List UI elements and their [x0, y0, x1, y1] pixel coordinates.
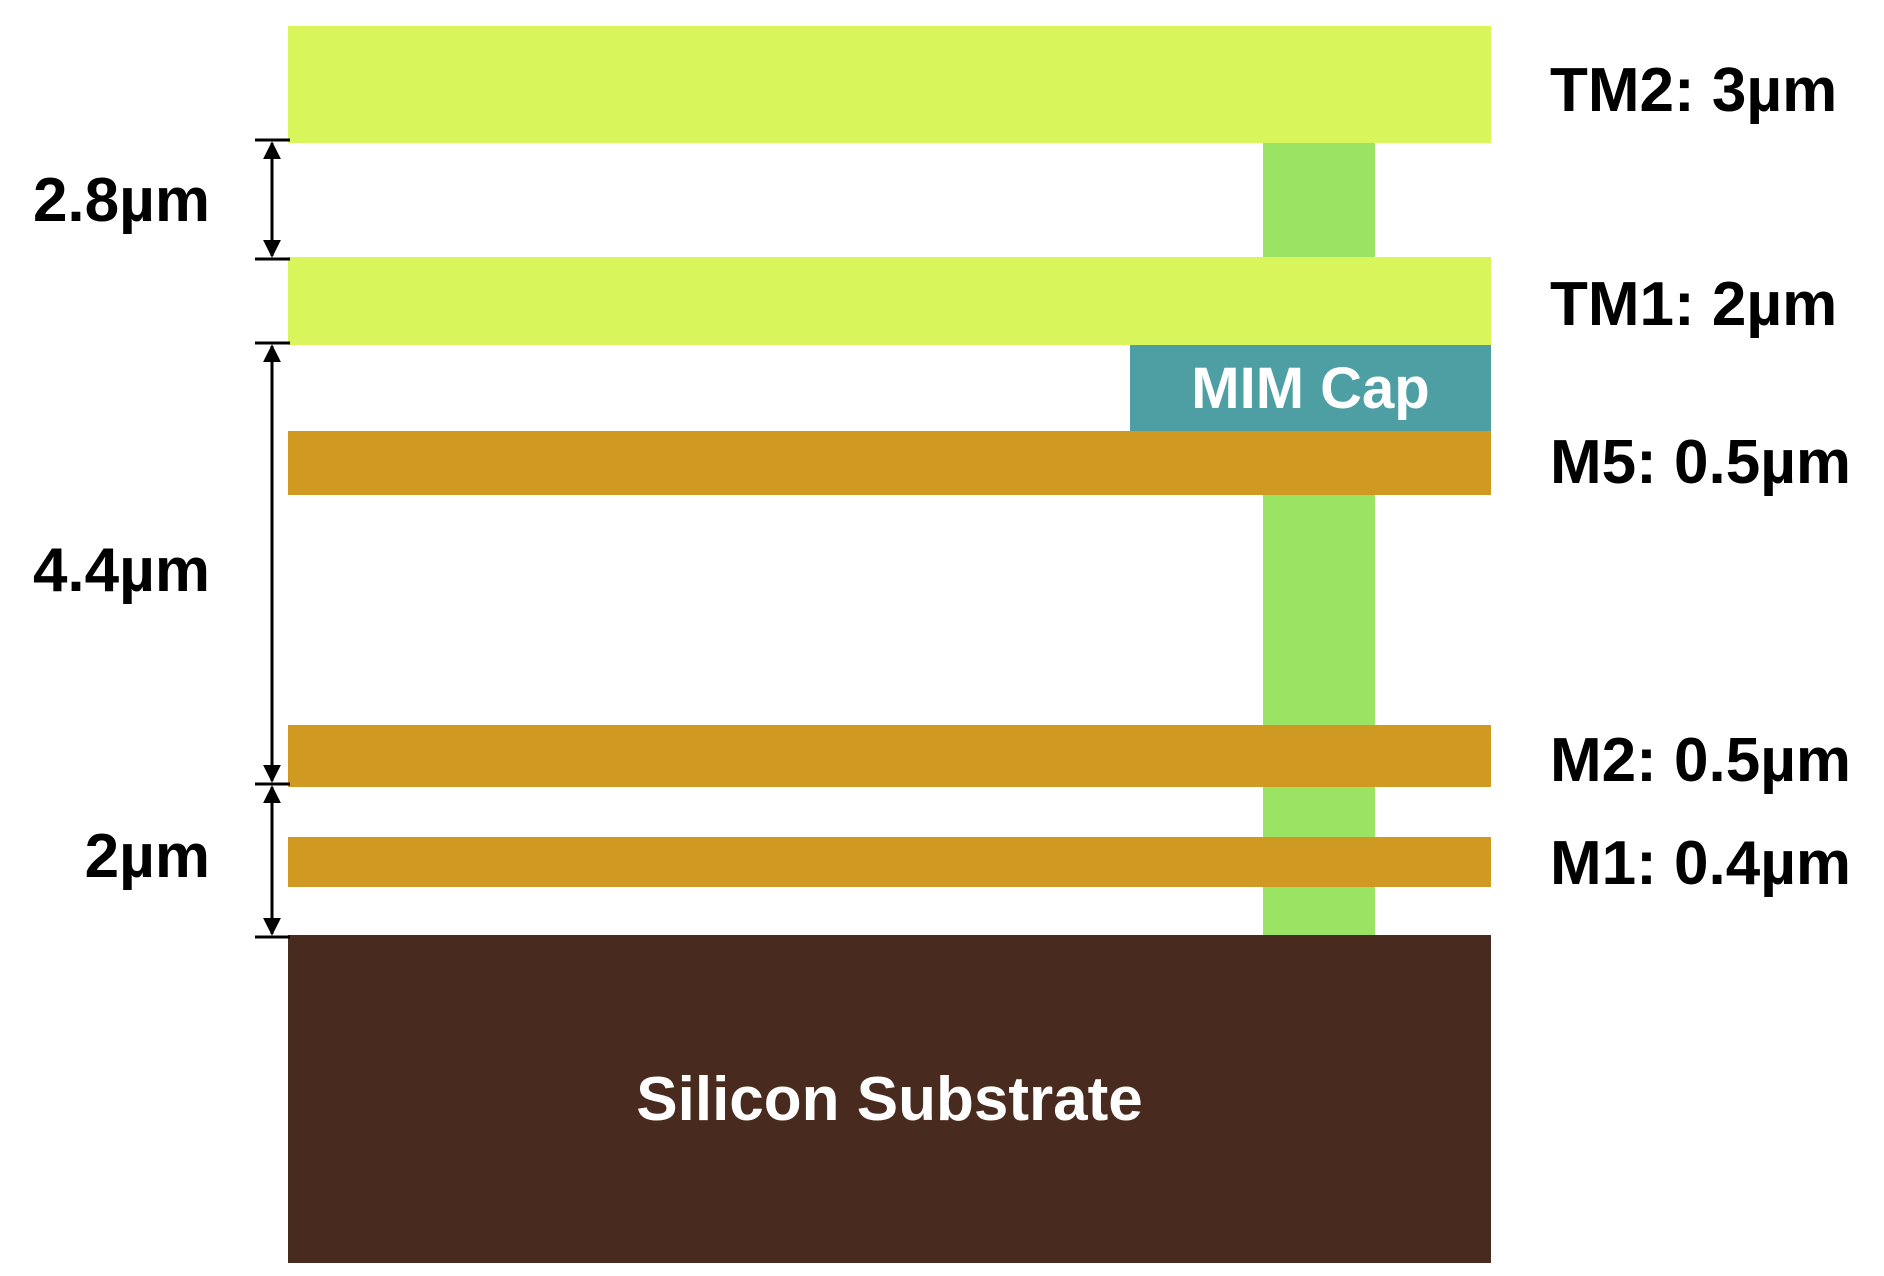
label-m5: M5: 0.5µm — [1550, 428, 1852, 497]
label-m1: M1: 0.4µm — [1550, 829, 1852, 898]
m2-layer — [288, 725, 1491, 787]
silicon-substrate: Silicon Substrate — [288, 935, 1491, 1263]
mim-cap-label: MIM Cap — [1191, 355, 1430, 421]
tm2-layer — [288, 26, 1491, 143]
substrate-label: Silicon Substrate — [636, 1064, 1143, 1134]
dim-arrow-m2-substrate — [255, 785, 290, 939]
dim-label-m2-substrate: 2µm — [84, 822, 210, 891]
dim-label-tm1-m2: 4.4µm — [32, 536, 210, 605]
dim-label-tm2-tm1: 2.8µm — [32, 166, 210, 235]
label-tm2: TM2: 3µm — [1550, 56, 1838, 125]
dim-arrow-tm2-tm1 — [255, 138, 290, 261]
m5-layer — [288, 431, 1491, 495]
m1-layer — [288, 837, 1491, 887]
label-m2: M2: 0.5µm — [1550, 726, 1852, 795]
tm1-layer — [288, 257, 1491, 345]
mim-cap: MIM Cap — [1130, 345, 1491, 431]
label-tm1: TM1: 2µm — [1550, 270, 1838, 339]
dim-arrow-tm1-m2 — [255, 341, 290, 786]
